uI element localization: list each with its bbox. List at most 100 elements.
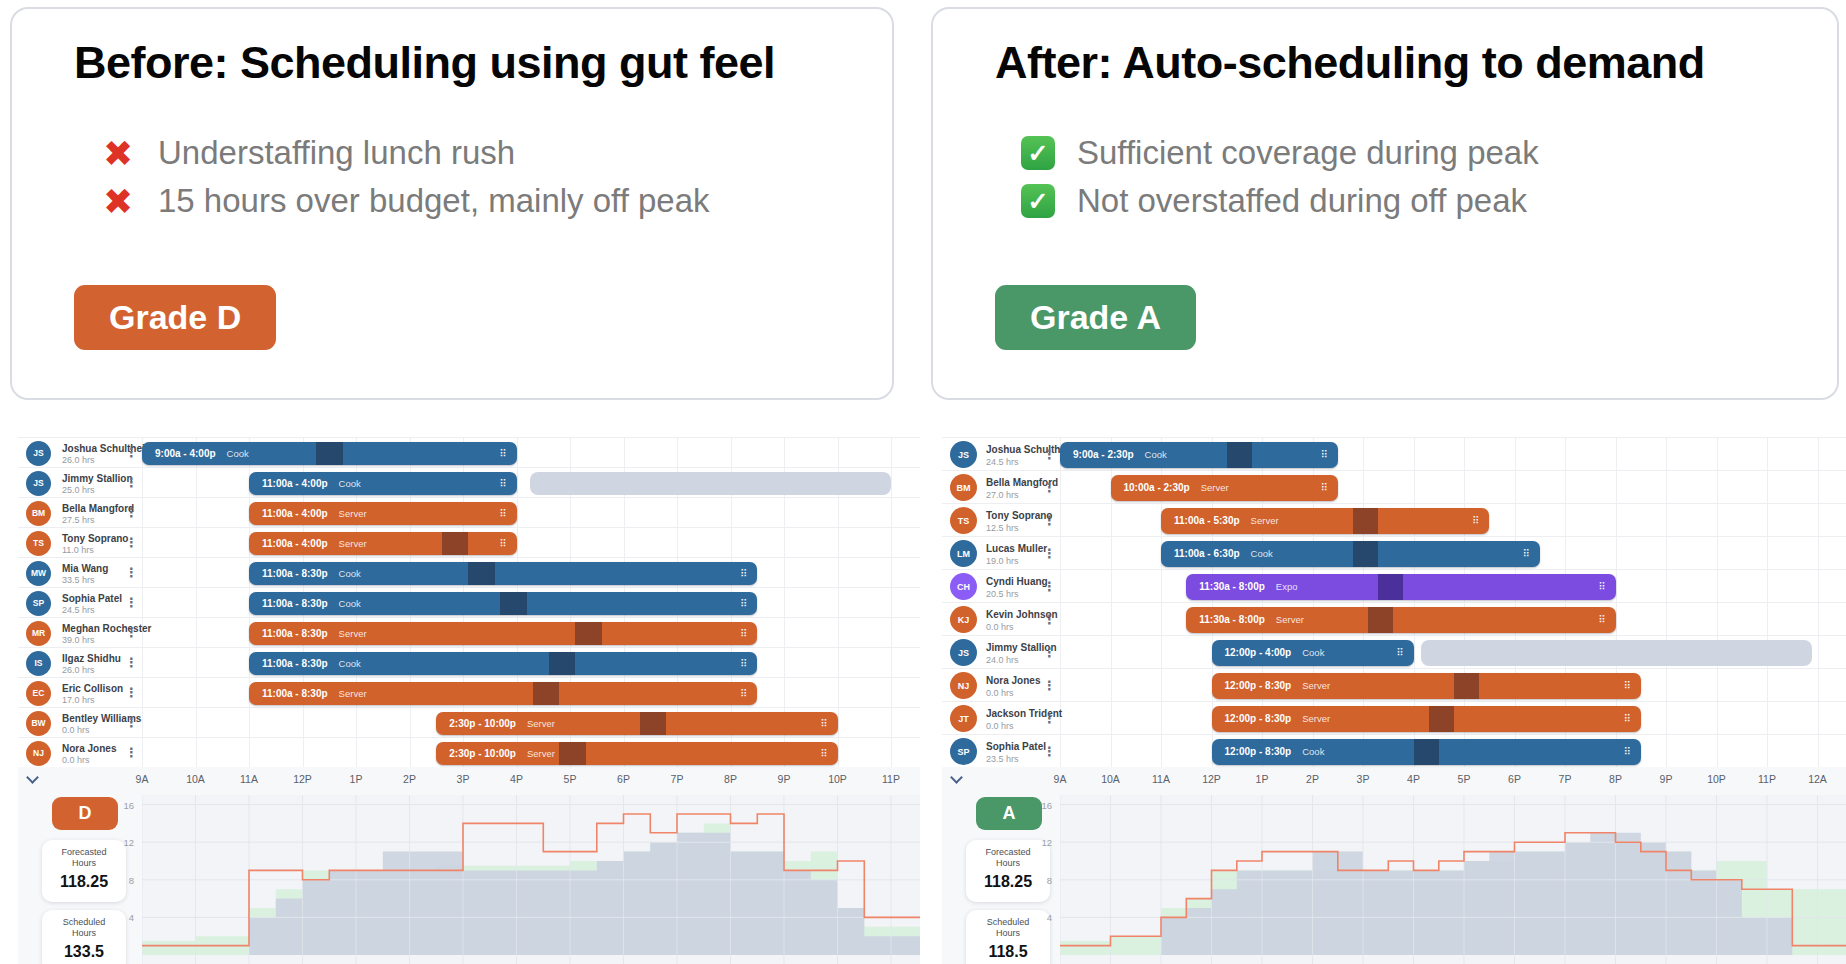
drag-handle-icon[interactable]: ⠿ [1598, 574, 1605, 600]
kebab-menu-icon[interactable]: ⋮ [1043, 480, 1056, 495]
drag-handle-icon[interactable]: ⠿ [499, 472, 506, 495]
employee-row[interactable]: JSJoshua Schultheiss26.0 hrs⋮9:00a - 4:0… [18, 438, 920, 468]
employee-hours: 26.0 hrs [62, 665, 95, 675]
shift-time: 2:30p - 10:00p [449, 748, 516, 759]
shift-bar[interactable]: 9:00a - 4:00pCook⠿ [142, 442, 517, 465]
drag-handle-icon[interactable]: ⠿ [740, 622, 747, 645]
kebab-menu-icon[interactable]: ⋮ [1043, 513, 1056, 528]
kebab-menu-icon[interactable]: ⋮ [1043, 546, 1056, 561]
shift-bar[interactable]: 11:00a - 8:30pServer⠿ [249, 622, 757, 645]
drag-handle-icon[interactable]: ⠿ [820, 712, 827, 735]
shift-bar[interactable]: 12:00p - 4:00pCook⠿ [1212, 640, 1414, 666]
axis-hour-label: 1P [350, 773, 363, 785]
drag-handle-icon[interactable]: ⠿ [1396, 640, 1403, 666]
employee-row[interactable]: JSJimmy Stallion24.0 hrs⋮12:00p - 4:00pC… [942, 636, 1846, 669]
kebab-menu-icon[interactable]: ⋮ [125, 595, 138, 610]
kebab-menu-icon[interactable]: ⋮ [1043, 612, 1056, 627]
employee-row[interactable]: KJKevin Johnson0.0 hrs⋮11:30a - 8:00pSer… [942, 603, 1846, 636]
drag-handle-icon[interactable]: ⠿ [1623, 706, 1630, 732]
employee-row[interactable]: BMBella Mangford27.5 hrs⋮11:00a - 4:00pS… [18, 498, 920, 528]
drag-handle-icon[interactable]: ⠿ [1320, 475, 1327, 501]
drag-handle-icon[interactable]: ⠿ [740, 592, 747, 615]
drag-handle-icon[interactable]: ⠿ [1598, 607, 1605, 633]
drag-handle-icon[interactable]: ⠿ [1623, 673, 1630, 699]
drag-handle-icon[interactable]: ⠿ [499, 532, 506, 555]
employee-row[interactable]: CHCyndi Huang20.5 hrs⋮11:30a - 8:00pExpo… [942, 570, 1846, 603]
shift-bar[interactable]: 11:00a - 8:30pCook⠿ [249, 592, 757, 615]
chevron-down-icon[interactable] [26, 771, 39, 784]
before-card-title: Before: Scheduling using gut feel [74, 37, 775, 89]
employee-row[interactable]: NJNora Jones0.0 hrs⋮2:30p - 10:00pServer… [18, 738, 920, 768]
employee-row[interactable]: LMLucas Muller19.0 hrs⋮11:00a - 6:30pCoo… [942, 537, 1846, 570]
shift-bar[interactable]: 12:00p - 8:30pServer⠿ [1212, 673, 1641, 699]
kebab-menu-icon[interactable]: ⋮ [125, 685, 138, 700]
kebab-menu-icon[interactable]: ⋮ [125, 625, 138, 640]
grade-d-button[interactable]: Grade D [74, 285, 276, 350]
grade-a-button[interactable]: Grade A [995, 285, 1196, 350]
drag-handle-icon[interactable]: ⠿ [1623, 739, 1630, 765]
shift-bar[interactable]: 12:00p - 8:30pServer⠿ [1212, 706, 1641, 732]
shift-bar[interactable]: 2:30p - 10:00pServer⠿ [436, 742, 837, 765]
shift-bar[interactable]: 11:00a - 8:30pCook⠿ [249, 562, 757, 585]
shift-bar[interactable]: 11:00a - 4:00pServer⠿ [249, 532, 517, 555]
employee-hours: 11.0 hrs [62, 545, 94, 555]
drag-handle-icon[interactable]: ⠿ [499, 502, 506, 525]
shift-bar[interactable]: 11:30a - 8:00pExpo⠿ [1186, 574, 1615, 600]
kebab-menu-icon[interactable]: ⋮ [125, 655, 138, 670]
employee-row[interactable]: JTJackson Trident0.0 hrs⋮12:00p - 8:30pS… [942, 702, 1846, 735]
employee-row[interactable]: MRMeghan Rochester39.0 hrs⋮11:00a - 8:30… [18, 618, 920, 648]
shift-bar[interactable]: 11:00a - 4:00pCook⠿ [249, 472, 517, 495]
drag-handle-icon[interactable]: ⠿ [740, 682, 747, 705]
employee-name: Ilgaz Shidhu [62, 653, 121, 664]
employee-row[interactable]: SPSophia Patel23.5 hrs⋮12:00p - 8:30pCoo… [942, 735, 1846, 768]
shift-bar[interactable]: 11:00a - 8:30pCook⠿ [249, 652, 757, 675]
employee-row[interactable]: BMBella Mangford27.0 hrs⋮10:00a - 2:30pS… [942, 471, 1846, 504]
shift-bar[interactable]: 9:00a - 2:30pCook⠿ [1060, 442, 1338, 468]
drag-handle-icon[interactable]: ⠿ [740, 562, 747, 585]
kebab-menu-icon[interactable]: ⋮ [125, 445, 138, 460]
kebab-menu-icon[interactable]: ⋮ [1043, 579, 1056, 594]
shift-bar[interactable]: 11:00a - 4:00pServer⠿ [249, 502, 517, 525]
grade-badge: D [52, 797, 118, 830]
employee-name: Meghan Rochester [62, 623, 151, 634]
shift-bar[interactable]: 11:00a - 5:30pServer⠿ [1161, 508, 1489, 534]
employee-row[interactable]: JSJimmy Stallion25.0 hrs⋮11:00a - 4:00pC… [18, 468, 920, 498]
chevron-down-icon[interactable] [950, 771, 963, 784]
kebab-menu-icon[interactable]: ⋮ [1043, 711, 1056, 726]
drag-handle-icon[interactable]: ⠿ [499, 442, 506, 465]
employee-row[interactable]: BWBentley Williams0.0 hrs⋮2:30p - 10:00p… [18, 708, 920, 738]
drag-handle-icon[interactable]: ⠿ [820, 742, 827, 765]
drag-handle-icon[interactable]: ⠿ [1522, 541, 1529, 567]
kebab-menu-icon[interactable]: ⋮ [1043, 645, 1056, 660]
kebab-menu-icon[interactable]: ⋮ [125, 745, 138, 760]
avatar: JS [950, 441, 977, 468]
kebab-menu-icon[interactable]: ⋮ [1043, 744, 1056, 759]
employee-row[interactable]: ECEric Collison17.0 hrs⋮11:00a - 8:30pSe… [18, 678, 920, 708]
shift-time: 11:00a - 4:00p [262, 538, 328, 549]
employee-row[interactable]: MWMia Wang33.5 hrs⋮11:00a - 8:30pCook⠿ [18, 558, 920, 588]
kebab-menu-icon[interactable]: ⋮ [125, 565, 138, 580]
employee-hours: 19.0 hrs [986, 556, 1019, 566]
employee-row[interactable]: SPSophia Patel24.5 hrs⋮11:00a - 8:30pCoo… [18, 588, 920, 618]
kebab-menu-icon[interactable]: ⋮ [125, 535, 138, 550]
kebab-menu-icon[interactable]: ⋮ [125, 715, 138, 730]
shift-role: Server [1276, 614, 1304, 625]
shift-bar[interactable]: 11:00a - 6:30pCook⠿ [1161, 541, 1540, 567]
shift-bar[interactable]: 2:30p - 10:00pServer⠿ [436, 712, 837, 735]
employee-row[interactable]: TSTony Soprano12.5 hrs⋮11:00a - 5:30pSer… [942, 504, 1846, 537]
kebab-menu-icon[interactable]: ⋮ [1043, 678, 1056, 693]
employee-row[interactable]: ISIlgaz Shidhu26.0 hrs⋮11:00a - 8:30pCoo… [18, 648, 920, 678]
kebab-menu-icon[interactable]: ⋮ [1043, 447, 1056, 462]
shift-bar[interactable]: 12:00p - 8:30pCook⠿ [1212, 739, 1641, 765]
employee-row[interactable]: TSTony Soprano11.0 hrs⋮11:00a - 4:00pSer… [18, 528, 920, 558]
employee-row[interactable]: NJNora Jones0.0 hrs⋮12:00p - 8:30pServer… [942, 669, 1846, 702]
drag-handle-icon[interactable]: ⠿ [1472, 508, 1479, 534]
drag-handle-icon[interactable]: ⠿ [740, 652, 747, 675]
kebab-menu-icon[interactable]: ⋮ [125, 475, 138, 490]
shift-bar[interactable]: 11:30a - 8:00pServer⠿ [1186, 607, 1615, 633]
employee-row[interactable]: JSJoshua Schultheiss24.5 hrs⋮9:00a - 2:3… [942, 438, 1846, 471]
shift-bar[interactable]: 10:00a - 2:30pServer⠿ [1111, 475, 1338, 501]
drag-handle-icon[interactable]: ⠿ [1320, 442, 1327, 468]
kebab-menu-icon[interactable]: ⋮ [125, 505, 138, 520]
shift-bar[interactable]: 11:00a - 8:30pServer⠿ [249, 682, 757, 705]
